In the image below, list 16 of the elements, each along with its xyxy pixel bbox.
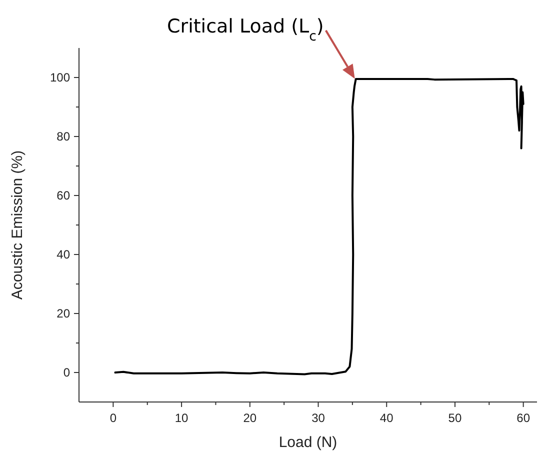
x-tick-label: 60 — [516, 411, 530, 425]
annotation: Critical Load (L$_{c}$) — [166, 15, 324, 44]
x-tick-label: 30 — [312, 411, 326, 425]
x-tick-label: 40 — [380, 411, 394, 425]
y-tick-label: 100 — [50, 70, 70, 84]
x-tick-label: 10 — [174, 411, 189, 425]
y-tick-label: 80 — [56, 130, 70, 144]
x-tick-label: 20 — [243, 411, 257, 425]
y-tick-label: 60 — [56, 188, 70, 202]
y-axis-title: Acoustic Emission (%) — [9, 150, 26, 300]
y-tick-label: 20 — [56, 306, 70, 320]
y-tick-label: 0 — [63, 366, 70, 380]
x-tick-label: 50 — [448, 411, 462, 425]
x-tick-label: 0 — [110, 411, 117, 425]
x-axis-title: Load (N) — [278, 434, 338, 451]
y-tick-label: 40 — [56, 248, 70, 262]
